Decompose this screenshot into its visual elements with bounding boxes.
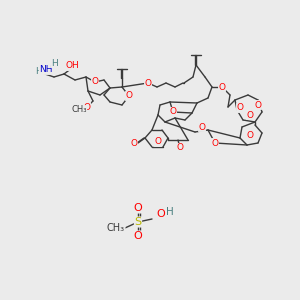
Text: H: H (34, 68, 41, 76)
Text: O: O (157, 209, 165, 219)
Text: O: O (125, 92, 133, 100)
Text: NH: NH (39, 65, 53, 74)
Text: O: O (169, 107, 176, 116)
Text: S: S (134, 217, 142, 227)
Text: O: O (254, 100, 262, 109)
Text: CH₃: CH₃ (107, 223, 125, 233)
Text: CH₃: CH₃ (71, 106, 87, 115)
Text: O: O (212, 139, 218, 148)
Text: O: O (130, 140, 137, 148)
Text: O: O (92, 77, 98, 86)
Text: O: O (134, 231, 142, 241)
Text: O: O (199, 122, 206, 131)
Text: H: H (166, 207, 174, 217)
Text: O: O (83, 103, 91, 112)
Text: O: O (218, 82, 226, 91)
Text: O: O (176, 143, 184, 152)
Text: O: O (154, 137, 161, 146)
Text: O: O (134, 203, 142, 213)
Text: O: O (236, 103, 244, 112)
Text: O: O (145, 79, 152, 88)
Text: O: O (247, 130, 254, 140)
Text: O: O (247, 110, 254, 119)
Text: H: H (51, 58, 57, 68)
Text: OH: OH (65, 61, 79, 70)
